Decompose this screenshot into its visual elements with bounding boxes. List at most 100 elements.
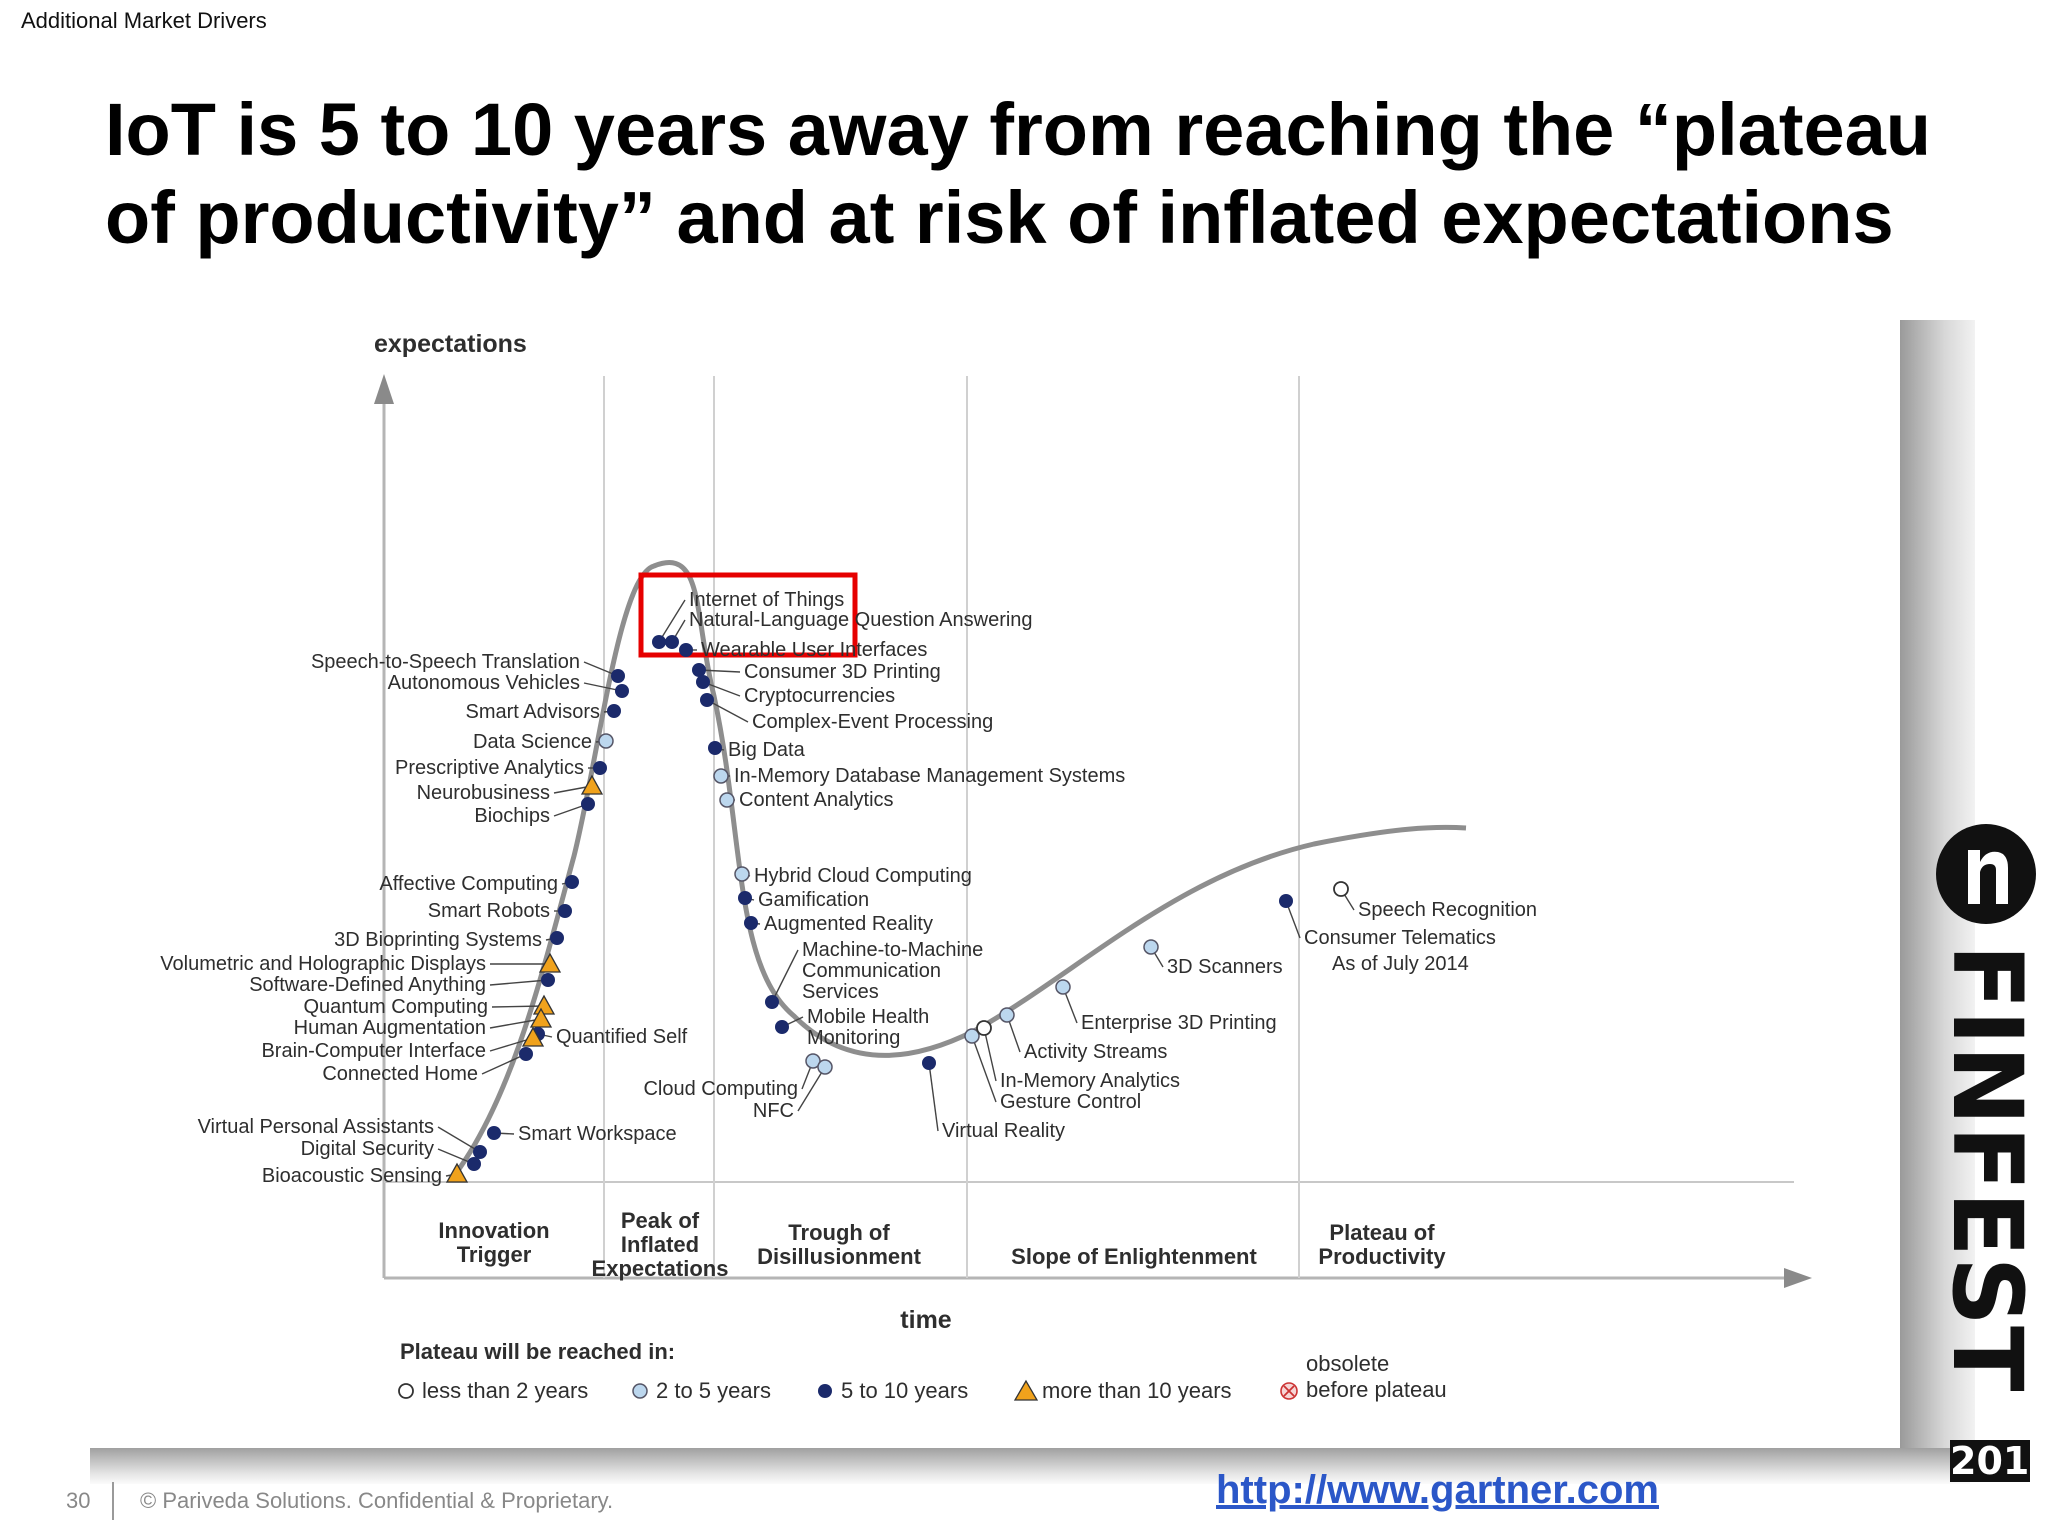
y-axis-arrow: [374, 374, 394, 404]
dark-blue-marker: [1279, 894, 1293, 908]
technology-marker: Neurobusiness: [417, 774, 604, 804]
triangle-marker: [521, 1026, 545, 1047]
page-number: 30: [66, 1488, 91, 1513]
technology-label: NFC: [753, 1100, 794, 1122]
iot-highlight-box: [638, 572, 858, 658]
technology-marker: Internet of Things: [652, 589, 844, 649]
technology-marker: Gesture Control: [964, 1028, 1141, 1113]
phase-label: Trigger: [457, 1242, 532, 1267]
technology-label: Brain-Computer Interface: [261, 1040, 486, 1062]
finfest-branding: FINFEST 2014: [1928, 820, 2048, 1520]
legend-title: Plateau will be reached in:: [400, 1339, 675, 1364]
technology-marker: Speech Recognition: [1333, 881, 1537, 921]
technology-label: Smart Robots: [428, 900, 550, 922]
dark-blue-marker: [708, 741, 722, 755]
technology-marker: Machine-to-Machine: [765, 939, 983, 1009]
phase-label: Plateau of: [1329, 1220, 1435, 1245]
y-axis-label: expectations: [374, 330, 527, 358]
dark-blue-marker: [487, 1126, 501, 1140]
technology-marker: Smart Advisors: [466, 701, 621, 723]
technology-marker: Cryptocurrencies: [696, 675, 895, 707]
x-axis-label: time: [900, 1306, 952, 1334]
leader-line: [706, 699, 749, 723]
technology-label: Consumer 3D Printing: [744, 661, 941, 683]
technology-label: Affective Computing: [379, 873, 558, 895]
technology-marker: Mobile Health: [775, 1006, 929, 1034]
legend-label: before plateau: [1306, 1377, 1447, 1402]
technology-label: Communication: [802, 960, 941, 982]
technology-label: Gamification: [758, 889, 869, 911]
leader-line: [797, 1066, 826, 1112]
dark-blue-marker: [696, 675, 710, 689]
technology-marker: Cloud Computing: [643, 1053, 821, 1100]
technology-label: Cryptocurrencies: [744, 685, 895, 707]
technology-marker: Complex-Event Processing: [700, 693, 993, 733]
light-blue-marker: [713, 768, 729, 784]
dark-blue-marker: [775, 1020, 789, 1034]
dark-blue-marker: [558, 904, 572, 918]
dark-blue-marker: [473, 1145, 487, 1159]
technology-label: Consumer Telematics: [1304, 927, 1496, 949]
legend-label: less than 2 years: [422, 1378, 588, 1403]
dark-blue-marker: [700, 693, 714, 707]
technology-label: 3D Scanners: [1167, 956, 1283, 978]
leader-line: [491, 1005, 545, 1008]
phase-label: Productivity: [1318, 1244, 1446, 1269]
dark-blue-marker: [541, 973, 555, 987]
triangle-marker: [580, 774, 604, 795]
technology-marker: Autonomous Vehicles: [388, 672, 629, 698]
technology-label: Gesture Control: [1000, 1091, 1141, 1113]
legend-label: 5 to 10 years: [841, 1378, 968, 1403]
technology-label: In-Memory Database Management Systems: [734, 765, 1125, 787]
light-blue-marker: [734, 866, 750, 882]
legend-item: 5 to 10 years: [818, 1378, 968, 1403]
technology-label: Cloud Computing: [643, 1078, 798, 1100]
dark-blue-marker: [652, 635, 666, 649]
technology-marker: Prescriptive Analytics: [395, 757, 607, 779]
triangle-icon: [1013, 1379, 1039, 1401]
slide-title: IoT is 5 to 10 years away from reaching …: [105, 88, 1931, 259]
dark-blue-marker: [581, 797, 595, 811]
hype-curve: [451, 560, 1467, 1178]
technology-label: Monitoring: [807, 1027, 900, 1049]
technology-label: Quantum Computing: [303, 996, 488, 1018]
copyright-notice: © Pariveda Solutions. Confidential & Pro…: [140, 1488, 614, 1513]
technology-marker: NFC: [753, 1059, 833, 1122]
technology-marker: Big Data: [708, 739, 806, 761]
dark-blue-marker: [692, 663, 706, 677]
technology-label: Smart Workspace: [518, 1123, 677, 1145]
dark-blue-marker: [467, 1157, 481, 1171]
dark-blue-marker: [765, 995, 779, 1009]
technology-label: Human Augmentation: [294, 1017, 486, 1039]
dark-blue-marker: [607, 704, 621, 718]
hollow-circle-icon: [398, 1383, 414, 1399]
hollow-marker: [976, 1020, 992, 1036]
technology-marker: Biochips: [474, 797, 595, 827]
technology-label: Neurobusiness: [417, 782, 550, 804]
source-link[interactable]: http://www.gartner.com: [1216, 1468, 1659, 1512]
technology-label: Autonomous Vehicles: [388, 672, 580, 694]
technology-marker: Human Augmentation: [294, 1007, 553, 1039]
light-blue-marker: [817, 1059, 833, 1075]
technology-label: Machine-to-Machine: [802, 939, 983, 961]
x-axis-arrow: [1784, 1268, 1812, 1288]
technology-marker: Smart Robots: [428, 900, 572, 922]
dark-blue-marker: [593, 761, 607, 775]
triangle-marker: [538, 952, 562, 973]
light-blue-marker: [999, 1007, 1015, 1023]
technology-label: Content Analytics: [739, 789, 894, 811]
leader-line: [481, 1053, 527, 1075]
leader-line: [983, 1027, 997, 1082]
light-blue-circle-icon: [632, 1383, 648, 1399]
technology-label: Quantified Self: [556, 1026, 688, 1048]
as-of-label: As of July 2014: [1332, 953, 1469, 975]
footer-separator: [112, 1482, 114, 1520]
leader-line: [928, 1062, 939, 1132]
dark-blue-marker: [665, 635, 679, 649]
legend-label: obsolete: [1306, 1351, 1389, 1376]
technology-marker: Quantum Computing: [303, 994, 556, 1018]
dark-blue-circle-icon: [818, 1384, 832, 1398]
dark-blue-marker: [679, 643, 693, 657]
dark-blue-marker: [550, 931, 564, 945]
technology-label: Biochips: [474, 805, 550, 827]
